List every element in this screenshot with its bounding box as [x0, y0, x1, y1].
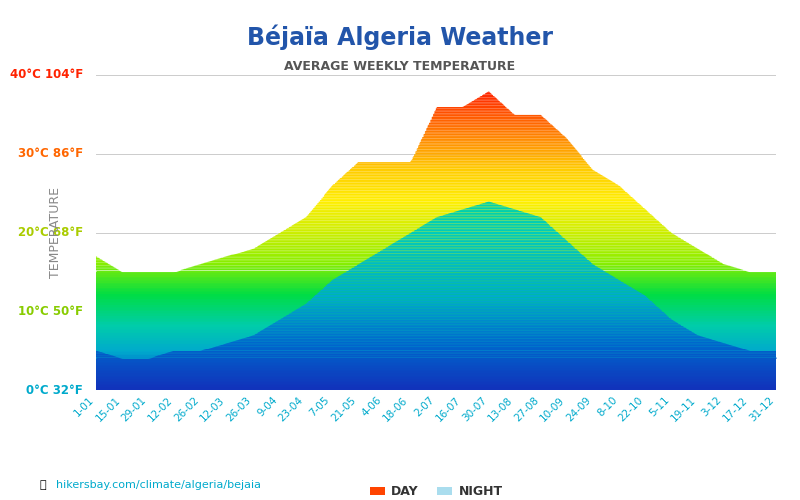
Text: 30°C 86°F: 30°C 86°F [18, 147, 83, 160]
Legend: DAY, NIGHT: DAY, NIGHT [365, 480, 507, 500]
Text: 20°C 68°F: 20°C 68°F [18, 226, 83, 239]
Text: 10°C 50°F: 10°C 50°F [18, 304, 83, 318]
Text: TEMPERATURE: TEMPERATURE [49, 187, 62, 278]
Text: AVERAGE WEEKLY TEMPERATURE: AVERAGE WEEKLY TEMPERATURE [285, 60, 515, 73]
Text: 40°C 104°F: 40°C 104°F [10, 68, 83, 82]
Text: Béjaïa Algeria Weather: Béjaïa Algeria Weather [247, 25, 553, 50]
Text: hikersbay.com/climate/algeria/bejaia: hikersbay.com/climate/algeria/bejaia [56, 480, 261, 490]
Text: 0°C 32°F: 0°C 32°F [26, 384, 83, 396]
Text: 📍: 📍 [40, 480, 46, 490]
